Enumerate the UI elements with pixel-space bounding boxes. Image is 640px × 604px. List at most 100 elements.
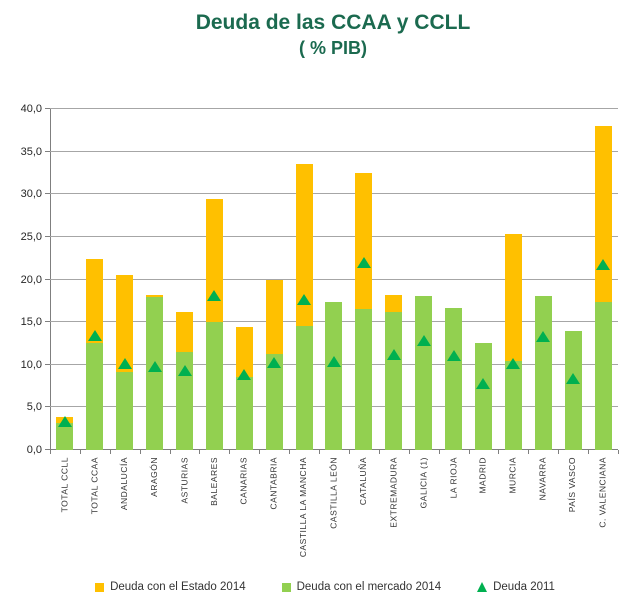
bar-market-2014 [325,301,343,450]
marker-deuda-2011 [237,368,252,380]
x-axis-label: PAÍS VASCO [567,457,578,513]
y-axis-label: 30,0 [20,188,42,201]
bar-column: CANTABRIA [259,109,289,510]
y-axis-tick [45,406,50,408]
marker-deuda-2011 [57,416,72,428]
plot-area: 0,0 5,0 10,0 15,0 20,0 25,0 30,0 35,0 40,0 TOTAL … [21,103,619,557]
bar-column: PAÍS VASCO [558,109,588,512]
bar-state-2014 [385,294,403,312]
chart-legend: Deuda con el Estado 2014 Deuda con el me… [0,580,640,594]
marker-deuda-2011 [536,331,551,343]
bar-column: BALEARES [199,109,229,506]
bar-state-2014 [594,126,612,302]
bar-state-2014 [504,234,522,362]
y-axis-label: 5,0 [26,401,42,414]
gridline [50,150,618,152]
marker-deuda-2011 [267,356,282,368]
x-axis-tick [199,450,201,454]
bar-market-2014 [146,297,164,450]
bar-market-2014 [265,353,283,450]
bar-column: C. VALENCIANA [588,109,618,528]
bar-market-2014 [474,342,492,450]
bar-column: CASTILLA LA MANCHA [289,109,319,557]
gridline [50,108,618,109]
marker-deuda-2011 [147,360,162,372]
bar-column: CANARIAS [229,109,259,504]
bar-column: ANDALUCÍA [110,109,140,510]
x-axis-tick [50,450,51,454]
x-axis-label: TOTAL CCLL [59,457,70,513]
gridline [50,278,618,280]
bar-market-2014 [176,351,194,450]
legend-triangle-icon [477,582,488,592]
x-axis-label: CASTILLA LA MANCHA [298,457,309,558]
bar-column: ARAGÓN [140,109,170,497]
y-axis-line [50,109,51,451]
x-axis-label: CANTABRIA [268,457,279,510]
bar-state-2014 [205,199,223,323]
x-axis-label: BALEARES [208,457,219,506]
marker-deuda-2011 [386,349,401,361]
bar-market-2014 [205,322,223,450]
gridline [50,235,618,237]
x-axis-tick [498,450,500,454]
y-axis-tick [45,321,50,323]
bar-state-2014 [116,275,134,373]
x-axis-tick [169,450,171,454]
x-axis-label: EXTREMADURA [388,457,399,528]
y-axis-tick [45,278,50,280]
legend-item-deuda2011: Deuda 2011 [477,580,555,594]
x-axis-tick [139,450,141,454]
bar-market-2014 [504,361,522,450]
chart-subtitle: ( % PIB) [298,38,367,58]
x-axis-label: C. VALENCIANA [597,457,608,528]
bar-market-2014 [534,295,552,450]
legend-swatch-mercado-icon [281,582,291,592]
x-axis-tick [229,450,231,454]
x-axis-label: ARAGÓN [149,457,160,497]
bar-market-2014 [594,301,612,450]
bar-column: TOTAL CCAA [80,109,110,514]
bar-market-2014 [56,422,74,450]
legend-swatch-estado-icon [95,582,105,592]
y-axis-label: 10,0 [20,358,42,371]
marker-deuda-2011 [416,335,431,347]
bar-market-2014 [385,311,403,450]
marker-deuda-2011 [87,330,102,342]
x-axis-tick [588,450,590,454]
marker-deuda-2011 [177,365,192,377]
x-axis-tick [289,450,291,454]
y-axis-tick [45,449,50,450]
bar-state-2014 [176,311,194,352]
bar-market-2014 [564,330,582,450]
x-axis-label: GALICIA (1) [418,457,429,509]
bar-market-2014 [86,342,104,450]
x-axis-tick [319,450,321,454]
x-axis-label: CASTILLA LEÓN [328,457,339,529]
x-axis-tick [468,450,470,454]
y-axis-label: 0,0 [26,444,42,456]
gridline [50,193,618,195]
bar-column: EXTREMADURA [379,109,409,528]
x-axis-tick [378,450,380,454]
bar-market-2014 [295,325,313,450]
bar-column: CATALUÑA [349,109,379,505]
marker-deuda-2011 [476,378,491,390]
bar-column: CASTILLA LEÓN [319,109,349,529]
x-axis-tick [618,450,619,454]
bar-column: GALICIA (1) [409,109,439,508]
x-axis-tick [348,450,350,454]
marker-deuda-2011 [297,294,312,306]
marker-deuda-2011 [566,372,581,384]
marker-deuda-2011 [117,358,132,370]
x-axis-tick [438,450,440,454]
y-axis-tick [45,150,50,152]
y-axis-tick [45,108,50,109]
legend-label-deuda2011: Deuda 2011 [493,581,555,593]
marker-deuda-2011 [506,358,521,370]
chart-title: Deuda de las CCAA y CCLL [195,11,471,34]
y-axis-label: 20,0 [20,273,42,286]
bar-market-2014 [445,307,463,450]
bar-state-2014 [355,172,373,310]
